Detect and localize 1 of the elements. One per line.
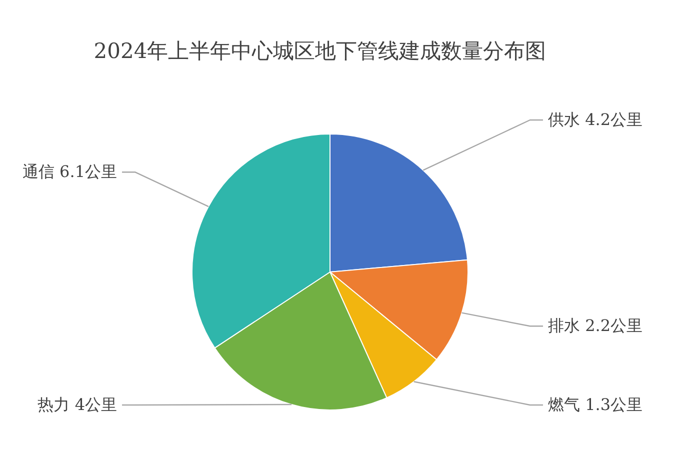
title: 2024年上半年中心城区地下管线建成数量分布图 <box>94 39 546 63</box>
